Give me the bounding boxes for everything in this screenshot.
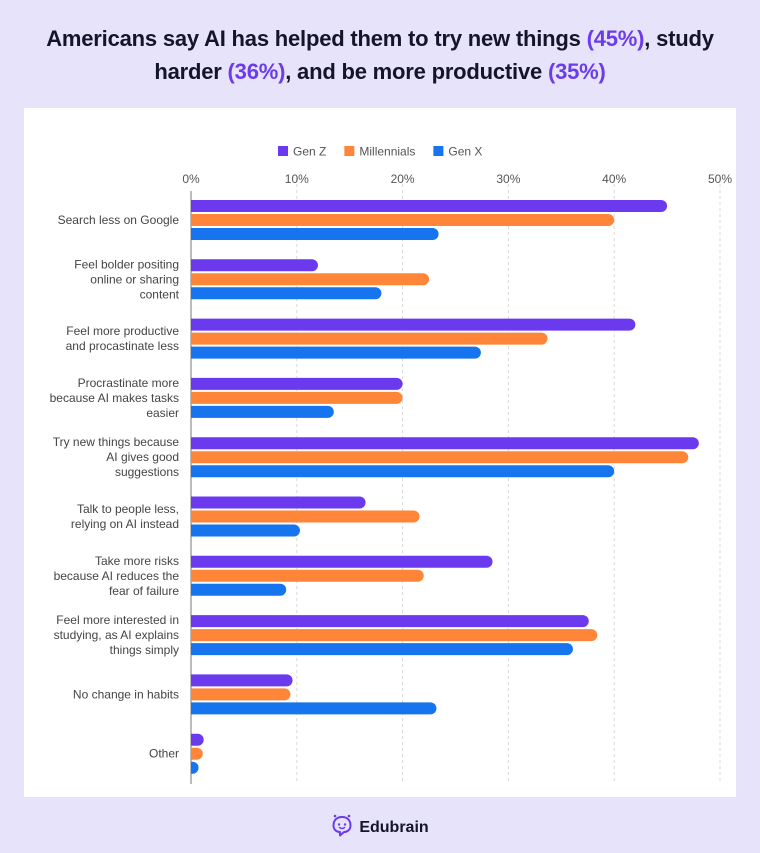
bar-gen-x: [191, 583, 287, 596]
title-text: harder: [154, 59, 228, 84]
title-highlight: (45%): [586, 26, 645, 51]
title-highlight: (36%): [227, 59, 286, 84]
category-label: Search less on Google: [58, 213, 180, 227]
bar-gen-z: [191, 259, 318, 272]
bar-gen-z: [191, 200, 668, 212]
category-label: studying, as AI explains: [54, 628, 179, 642]
category-label: Take more risks: [95, 554, 179, 568]
bar-millennials: [191, 451, 689, 464]
bar-gen-z: [191, 377, 403, 390]
bar-gen-z: [191, 733, 204, 746]
bar-millennials: [191, 391, 403, 404]
footer: Edubrain: [0, 813, 760, 842]
bar-millennials: [191, 510, 420, 523]
category-label: because AI makes tasks: [50, 391, 179, 405]
legend-swatch-gen-z: [278, 146, 288, 156]
category-label: fear of failure: [109, 584, 179, 598]
category-label: suggestions: [115, 465, 179, 479]
x-tick-label: 50%: [708, 172, 732, 186]
title-text: Americans say AI has helped them to try …: [46, 26, 587, 51]
bar-gen-x: [191, 287, 382, 300]
bar-gen-z: [191, 437, 699, 450]
category-label: No change in habits: [73, 687, 179, 701]
bar-gen-z: [191, 318, 636, 331]
bar-gen-z: [191, 674, 293, 687]
category-label: AI gives good: [106, 450, 179, 464]
category-label: things simply: [110, 643, 179, 657]
brand-name: Edubrain: [359, 818, 429, 836]
category-label: content: [140, 287, 180, 301]
bar-gen-x: [191, 346, 481, 359]
category-label: Feel bolder positing: [74, 257, 179, 271]
bar-millennials: [191, 214, 615, 226]
legend-label: Gen X: [448, 145, 482, 159]
bar-millennials: [191, 569, 424, 582]
bar-gen-x: [191, 643, 573, 656]
title-text: , study: [644, 26, 714, 51]
bar-gen-x: [191, 524, 300, 537]
category-label: Procrastinate more: [78, 376, 180, 390]
category-label: Feel more productive: [66, 324, 179, 338]
legend-label: Gen Z: [293, 145, 326, 159]
bar-gen-x: [191, 761, 199, 774]
bar-gen-z: [191, 555, 493, 568]
bar-gen-x: [191, 465, 615, 478]
x-tick-label: 10%: [285, 172, 309, 186]
x-tick-label: 20%: [391, 172, 415, 186]
category-label: Other: [149, 747, 179, 761]
chart-title: Americans say AI has helped them to try …: [0, 22, 760, 88]
bar-millennials: [191, 747, 203, 760]
chart-card: Gen Z Millennials Gen X 0% 10% 20% 30% 40% 50% Se…: [24, 108, 736, 797]
bar-gen-x: [191, 702, 437, 715]
bar-millennials: [191, 629, 598, 642]
bar-gen-x: [191, 228, 439, 240]
legend-swatch-gen-x: [433, 146, 444, 156]
bar-millennials: [191, 688, 291, 701]
x-tick-label: 0%: [182, 172, 200, 186]
x-tick-label: 40%: [602, 172, 626, 186]
category-label: Try new things because: [53, 435, 180, 449]
category-label: because AI reduces the: [54, 569, 180, 583]
bar-gen-z: [191, 615, 589, 628]
category-label: easier: [146, 406, 179, 420]
bar-millennials: [191, 332, 548, 345]
category-label: Feel more interested in: [56, 613, 179, 627]
bar-chart: Gen Z Millennials Gen X 0% 10% 20% 30% 40% 50% Se…: [50, 145, 732, 784]
bar-gen-z: [191, 496, 366, 509]
category-label: and procastinate less: [66, 339, 179, 353]
legend-label: Millennials: [359, 145, 415, 159]
category-label: online or sharing: [90, 272, 179, 286]
category-label: Talk to people less,: [77, 502, 179, 516]
title-text: , and be more productive: [285, 59, 548, 84]
robot-chat-icon: [331, 813, 353, 842]
title-highlight: (35%): [547, 59, 606, 84]
category-label: relying on AI instead: [71, 517, 179, 531]
bar-millennials: [191, 273, 430, 286]
legend-swatch-millennials: [344, 146, 355, 156]
x-tick-label: 30%: [496, 172, 520, 186]
bar-gen-x: [191, 405, 334, 418]
